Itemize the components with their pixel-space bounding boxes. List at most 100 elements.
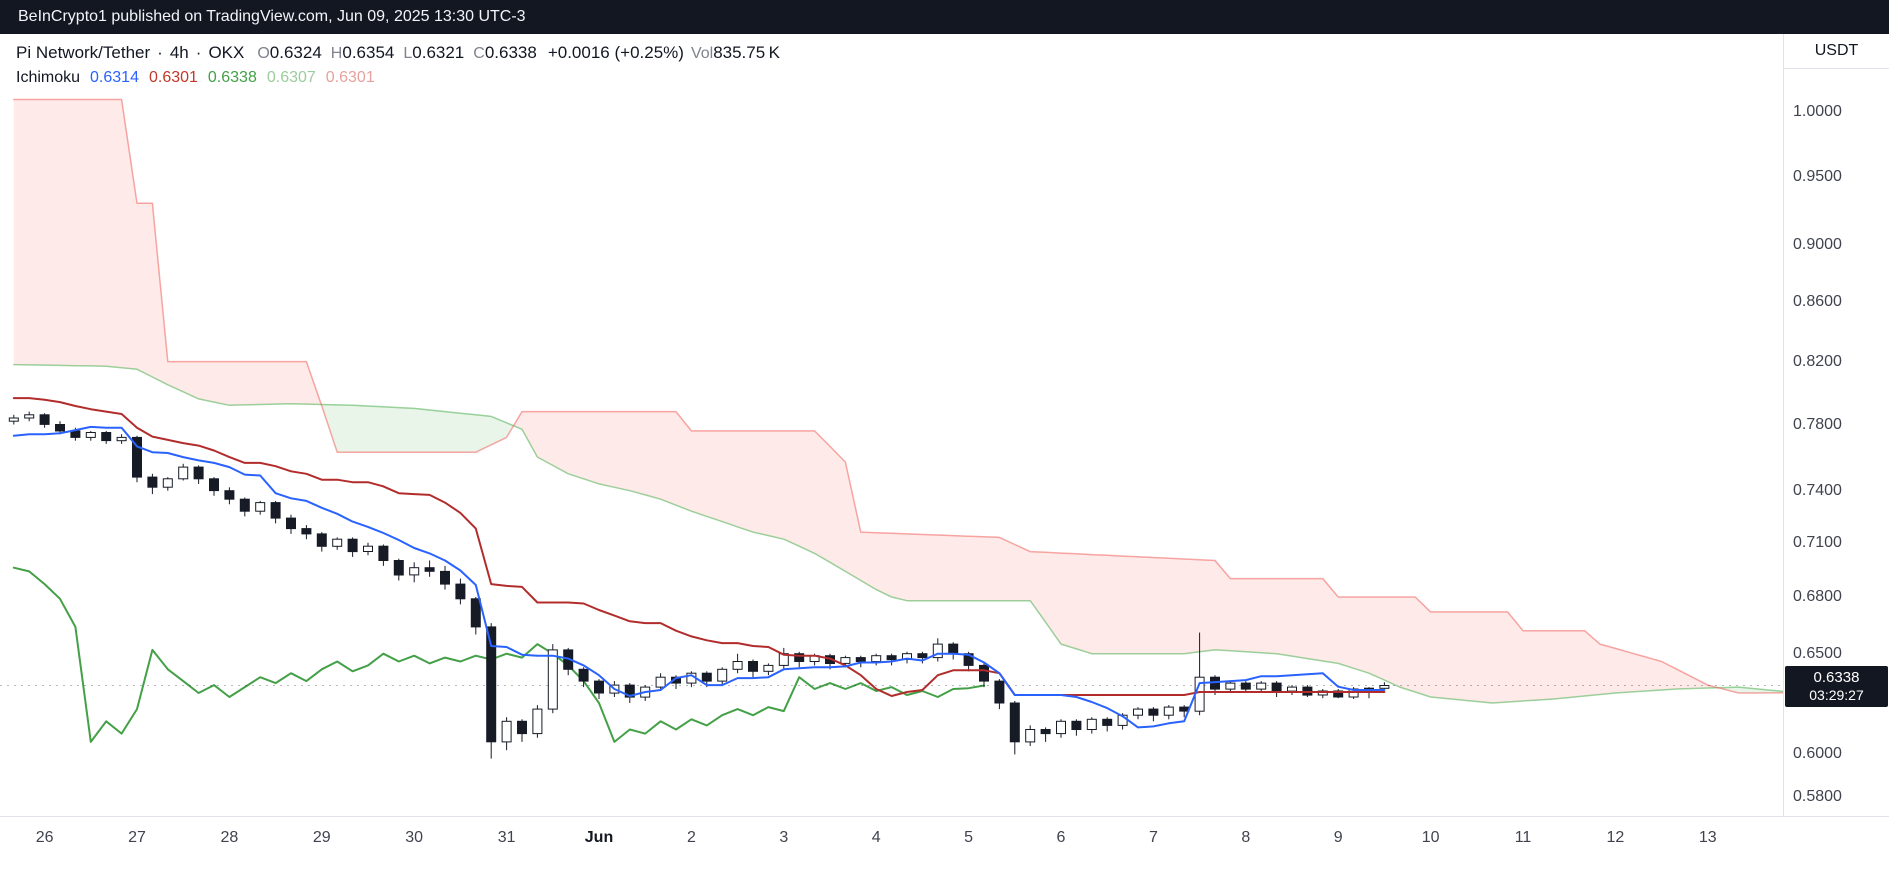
candle — [1240, 682, 1251, 690]
indicator-value-conversion: 0.6314 — [90, 69, 139, 86]
high-value: 0.6354 — [342, 43, 395, 62]
candle — [378, 545, 389, 562]
last-price-value: 0.6338 — [1813, 668, 1860, 686]
candle — [39, 414, 50, 425]
currency-label: USDT — [1784, 34, 1889, 69]
time-label: 30 — [405, 829, 424, 846]
interval-label[interactable]: 4h — [169, 43, 189, 62]
change-value: +0.0016 (+0.25%) — [547, 43, 684, 62]
candle — [855, 657, 866, 662]
candle — [578, 668, 589, 682]
candle — [8, 417, 19, 422]
candle — [1056, 720, 1066, 735]
time-label: 31 — [497, 829, 516, 846]
indicator-value-lead-b: 0.6301 — [325, 69, 375, 86]
attribution-bar: BeInCrypto1 published on TradingView.com… — [0, 0, 1889, 34]
symbol-title[interactable]: Pi Network/Tether — [16, 43, 151, 62]
candle — [932, 643, 943, 659]
candle — [147, 476, 158, 488]
candle — [55, 424, 65, 432]
volume-value: 835.75 K — [713, 43, 780, 62]
candle — [470, 598, 481, 628]
open-value: 0.6324 — [269, 43, 322, 62]
indicator-name[interactable]: Ichimoku — [16, 69, 81, 86]
candle — [871, 655, 882, 663]
candle — [655, 676, 666, 688]
candle — [162, 478, 173, 488]
close-value: 0.6338 — [484, 43, 537, 62]
time-label: 2 — [686, 829, 696, 846]
candle — [840, 657, 851, 664]
candle — [1179, 706, 1190, 712]
price-tick: 0.9000 — [1793, 235, 1842, 253]
senkou-a-line — [13, 363, 1783, 704]
candle — [624, 684, 635, 698]
price-tick: 0.6500 — [1793, 644, 1842, 662]
low-value: 0.6321 — [412, 43, 465, 62]
time-label: 4 — [871, 829, 881, 846]
candle — [517, 720, 527, 735]
candle — [532, 708, 543, 735]
candle — [1133, 708, 1143, 716]
chart-svg — [0, 98, 1783, 759]
close-label: C — [473, 45, 485, 62]
time-axis[interactable]: 26 27 28 29 30 31 Jun 2 3 4 5 6 7 8 9 10 11 12 13 — [0, 816, 1889, 872]
ichimoku-cloud-segment — [321, 404, 514, 453]
tenkan-line — [12, 425, 1386, 729]
candle — [794, 653, 805, 663]
candle — [732, 661, 743, 670]
candle — [209, 478, 219, 492]
time-label: 11 — [1514, 829, 1532, 846]
candle — [1271, 682, 1282, 692]
candle — [455, 583, 466, 600]
high-label: H — [330, 45, 343, 62]
ichimoku-cloud-segment — [13, 99, 322, 406]
time-label: 12 — [1606, 829, 1625, 846]
candle — [363, 545, 373, 553]
kijun-line — [12, 397, 1386, 697]
candle — [286, 517, 296, 530]
time-label: 28 — [220, 829, 239, 846]
candle — [1148, 708, 1159, 716]
chart-plot-area[interactable]: Pi Network/Tether · 4h · OKX O0.6324 H0.… — [0, 34, 1783, 816]
candle — [717, 668, 728, 682]
price-tick: 1.0000 — [1793, 103, 1842, 120]
candle — [101, 432, 112, 442]
candle — [701, 672, 712, 682]
candle — [178, 466, 189, 480]
candle — [1086, 718, 1097, 730]
candle — [270, 502, 281, 519]
candle — [424, 567, 435, 572]
time-label: 9 — [1333, 829, 1343, 846]
candle — [917, 653, 928, 659]
candle — [193, 466, 204, 480]
candle — [116, 436, 127, 442]
candle — [886, 655, 897, 661]
price-axis[interactable]: USDT 0.6338 03:29:27 1.0000 0.9500 0.9000 0… — [1783, 34, 1889, 816]
time-label: 6 — [1056, 829, 1066, 846]
candle — [409, 567, 420, 576]
time-label: 26 — [35, 829, 54, 846]
candle — [948, 643, 959, 655]
candle — [132, 436, 142, 478]
candle — [332, 538, 343, 547]
low-label: L — [403, 45, 413, 62]
price-tick: 0.5800 — [1793, 788, 1842, 805]
candle — [70, 430, 81, 438]
time-label: 8 — [1241, 829, 1251, 846]
exchange-label[interactable]: OKX — [208, 43, 245, 62]
candle — [1163, 706, 1174, 716]
candle — [1256, 682, 1267, 690]
candle — [1040, 729, 1051, 735]
open-label: O — [257, 45, 270, 62]
price-tick: 0.9500 — [1793, 167, 1842, 185]
candle — [255, 502, 266, 512]
senkou-b-line — [13, 98, 1783, 694]
candle — [1009, 702, 1020, 743]
candle — [347, 538, 358, 553]
attribution-text: BeInCrypto1 published on TradingView.com… — [18, 8, 526, 25]
candle — [393, 560, 404, 576]
countdown-value: 03:29:27 — [1809, 686, 1864, 703]
indicator-value-base: 0.6301 — [148, 69, 198, 86]
candle — [239, 498, 250, 512]
